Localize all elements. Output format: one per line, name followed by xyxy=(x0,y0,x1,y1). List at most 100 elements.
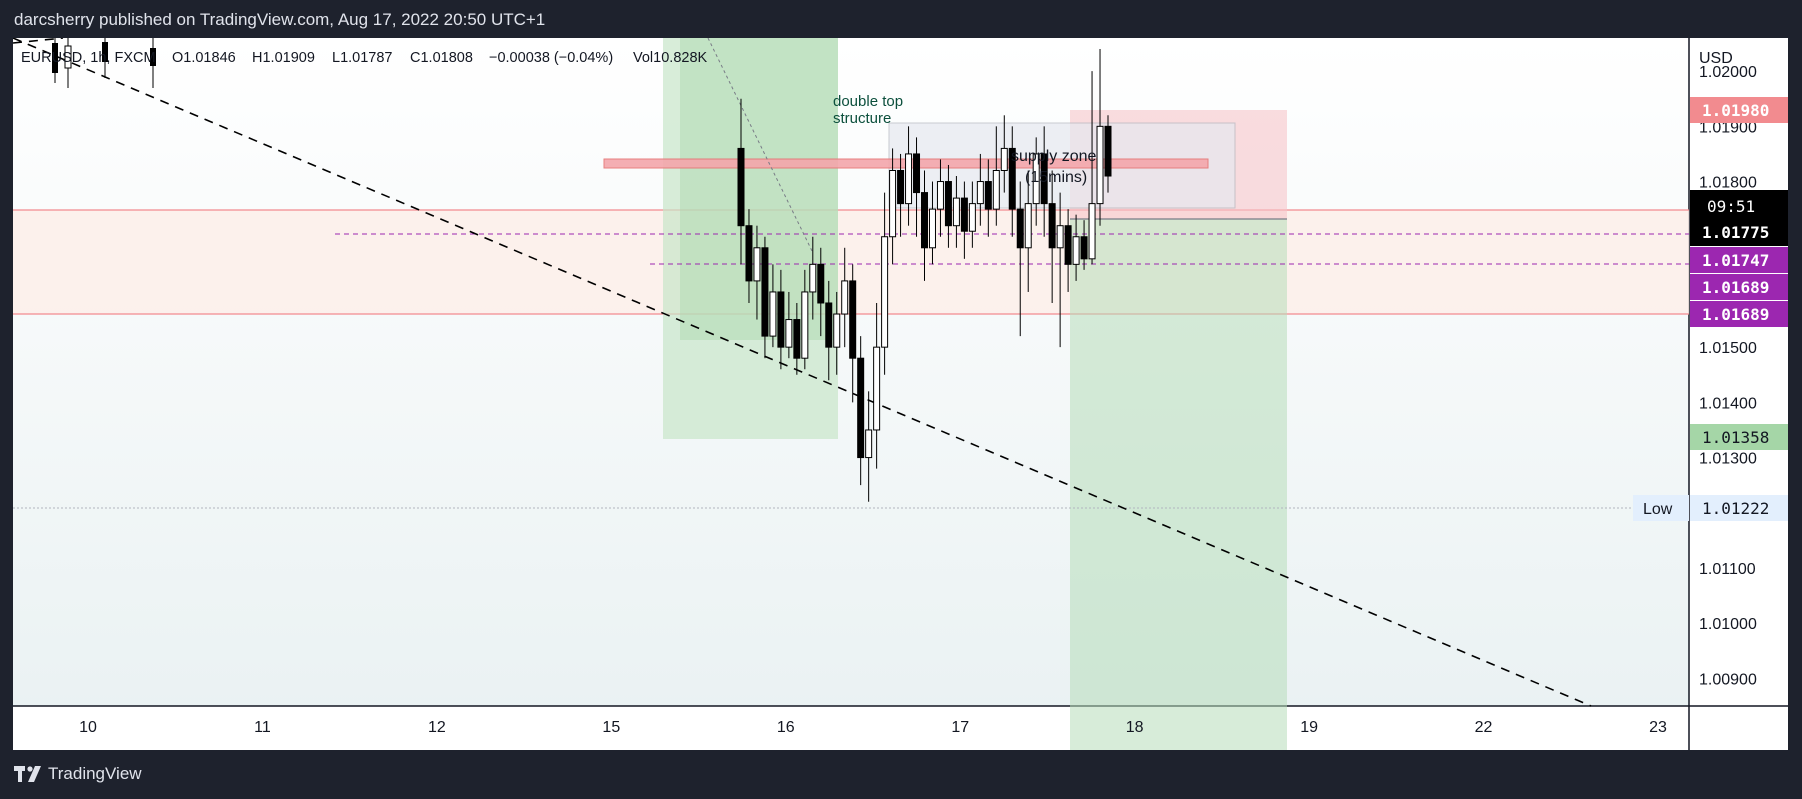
price-label-stop[interactable]: 1.01980 xyxy=(1690,97,1788,123)
time-axis-panel xyxy=(13,706,1689,750)
candle-body-7 xyxy=(793,319,801,359)
price-label-last-bg xyxy=(1690,190,1788,246)
candle-3 xyxy=(761,236,769,359)
candle-35 xyxy=(1016,181,1024,337)
tradingview-logo-text: TradingView xyxy=(48,764,142,783)
candle-body-29 xyxy=(968,203,976,232)
time-tick-5: 17 xyxy=(951,719,969,736)
chart-svg[interactable]: EURUSD, 1h, FXCM O1.01846 H1.01909 L1.01… xyxy=(13,38,1788,750)
candle-14 xyxy=(849,264,857,403)
price-label-target-text: 1.01358 xyxy=(1702,428,1769,447)
candle-43 xyxy=(1080,220,1088,270)
candle-body-38 xyxy=(1040,153,1048,205)
candle-41 xyxy=(1064,209,1072,292)
time-axis-ticks[interactable]: 10 11 12 15 16 17 18 19 22 23 xyxy=(79,719,1667,736)
price-tick-1: 1.01900 xyxy=(1699,119,1757,136)
candle-body-8 xyxy=(801,291,809,359)
legend-high: H1.01909 xyxy=(252,50,315,66)
candle-46 xyxy=(1104,115,1112,193)
candle-body-45 xyxy=(1096,125,1104,205)
candle-body-24 xyxy=(928,208,936,249)
legend-open: O1.01846 xyxy=(172,50,236,66)
price-label-line-a-bg xyxy=(1690,247,1788,273)
candle-16 xyxy=(865,391,873,502)
price-label-stop-bg xyxy=(1690,97,1788,123)
position-target-area[interactable] xyxy=(1070,219,1287,750)
price-tick-9: 1.01100 xyxy=(1699,561,1756,578)
candle-body-21 xyxy=(905,153,913,205)
symbol-legend[interactable]: EURUSD, 1h, FXCM O1.01846 H1.01909 L1.01… xyxy=(21,50,708,66)
publisher-header: darcsherry published on TradingView.com,… xyxy=(0,0,1802,38)
tradingview-logo-icon xyxy=(14,766,41,782)
annotation-double-top-line1[interactable]: double top xyxy=(833,93,903,110)
legend-low: L1.01787 xyxy=(332,50,392,66)
price-axis-currency[interactable]: USD xyxy=(1699,50,1733,67)
price-label-line-c[interactable]: 1.01689 xyxy=(1690,301,1788,327)
time-tick-4: 16 xyxy=(777,719,795,736)
candle-37 xyxy=(1032,137,1040,226)
price-label-low-bg xyxy=(1690,495,1788,521)
candle-9 xyxy=(809,236,817,320)
early-candles xyxy=(52,38,156,88)
candle-body-25 xyxy=(936,181,944,210)
candle-13 xyxy=(841,247,849,348)
legend-symbol[interactable]: EURUSD, 1h, FXCM xyxy=(21,50,156,66)
candle-body-43 xyxy=(1080,236,1088,260)
candle-body-40 xyxy=(1056,225,1064,249)
tradingview-logo[interactable]: TradingView xyxy=(14,762,142,786)
candle-body-6 xyxy=(785,319,793,348)
candle-22 xyxy=(913,137,921,237)
candle-body-0 xyxy=(737,147,745,227)
candle-31 xyxy=(984,159,992,237)
annotation-supply-zone-line1[interactable]: supply zone xyxy=(1011,148,1096,165)
candle-36 xyxy=(1024,170,1032,292)
candle-body-41 xyxy=(1064,225,1072,265)
time-tick-0: 10 xyxy=(79,719,97,736)
time-tick-2: 12 xyxy=(428,719,446,736)
candle-38 xyxy=(1040,126,1048,237)
candle-0 xyxy=(737,98,745,265)
candle-body-14 xyxy=(849,280,857,359)
price-label-target[interactable]: 1.01358 xyxy=(1690,424,1788,450)
candle-body-27 xyxy=(952,197,960,227)
trend-line[interactable] xyxy=(13,38,1592,707)
candle-body-5 xyxy=(777,291,785,348)
guide-line[interactable] xyxy=(707,38,814,254)
candle-33 xyxy=(1000,115,1008,193)
candle-body-20 xyxy=(897,169,905,205)
candle-34 xyxy=(1008,126,1016,237)
price-label-line-a[interactable]: 1.01747 xyxy=(1690,247,1788,273)
candle-5 xyxy=(777,269,785,370)
candle-series[interactable] xyxy=(737,49,1112,502)
candle-2 xyxy=(753,225,761,320)
price-tick-7: 1.01300 xyxy=(1699,451,1757,468)
candle-25 xyxy=(936,159,944,237)
brand-footer: TradingView xyxy=(0,750,1802,799)
candle-body-26 xyxy=(944,181,952,227)
time-tick-6: 18 xyxy=(1126,719,1144,736)
annotation-supply-zone-line2[interactable]: (15mins) xyxy=(1025,169,1087,186)
candle-body-13 xyxy=(841,280,849,315)
chart-area[interactable]: EURUSD, 1h, FXCM O1.01846 H1.01909 L1.01… xyxy=(13,38,1788,750)
price-label-last[interactable]: 09:51 1.01775 xyxy=(1690,190,1788,246)
time-tick-7: 19 xyxy=(1300,719,1318,736)
highlight-box-1-inner[interactable] xyxy=(680,38,838,340)
price-tick-11: 1.00900 xyxy=(1699,671,1757,688)
annotation-double-top-line2[interactable]: structure xyxy=(833,110,891,127)
candle-4 xyxy=(769,264,777,348)
candle-body-3 xyxy=(761,247,769,337)
candle-body-36 xyxy=(1024,203,1032,249)
candle-7 xyxy=(793,302,801,375)
candle-20 xyxy=(897,153,905,237)
price-label-line-b[interactable]: 1.01689 xyxy=(1690,274,1788,300)
candle-body-28 xyxy=(960,197,968,232)
price-label-low[interactable]: Low 1.01222 xyxy=(1633,495,1788,521)
price-tick-2: 1.01800 xyxy=(1699,175,1757,192)
price-label-stop-text: 1.01980 xyxy=(1702,101,1769,120)
trend-line-2[interactable] xyxy=(13,38,64,44)
candle-body-23 xyxy=(921,192,928,249)
candle-body-37 xyxy=(1032,153,1040,205)
price-tick-5: 1.01500 xyxy=(1699,340,1757,357)
candle-6 xyxy=(785,291,793,359)
candle-body-35 xyxy=(1016,208,1024,249)
